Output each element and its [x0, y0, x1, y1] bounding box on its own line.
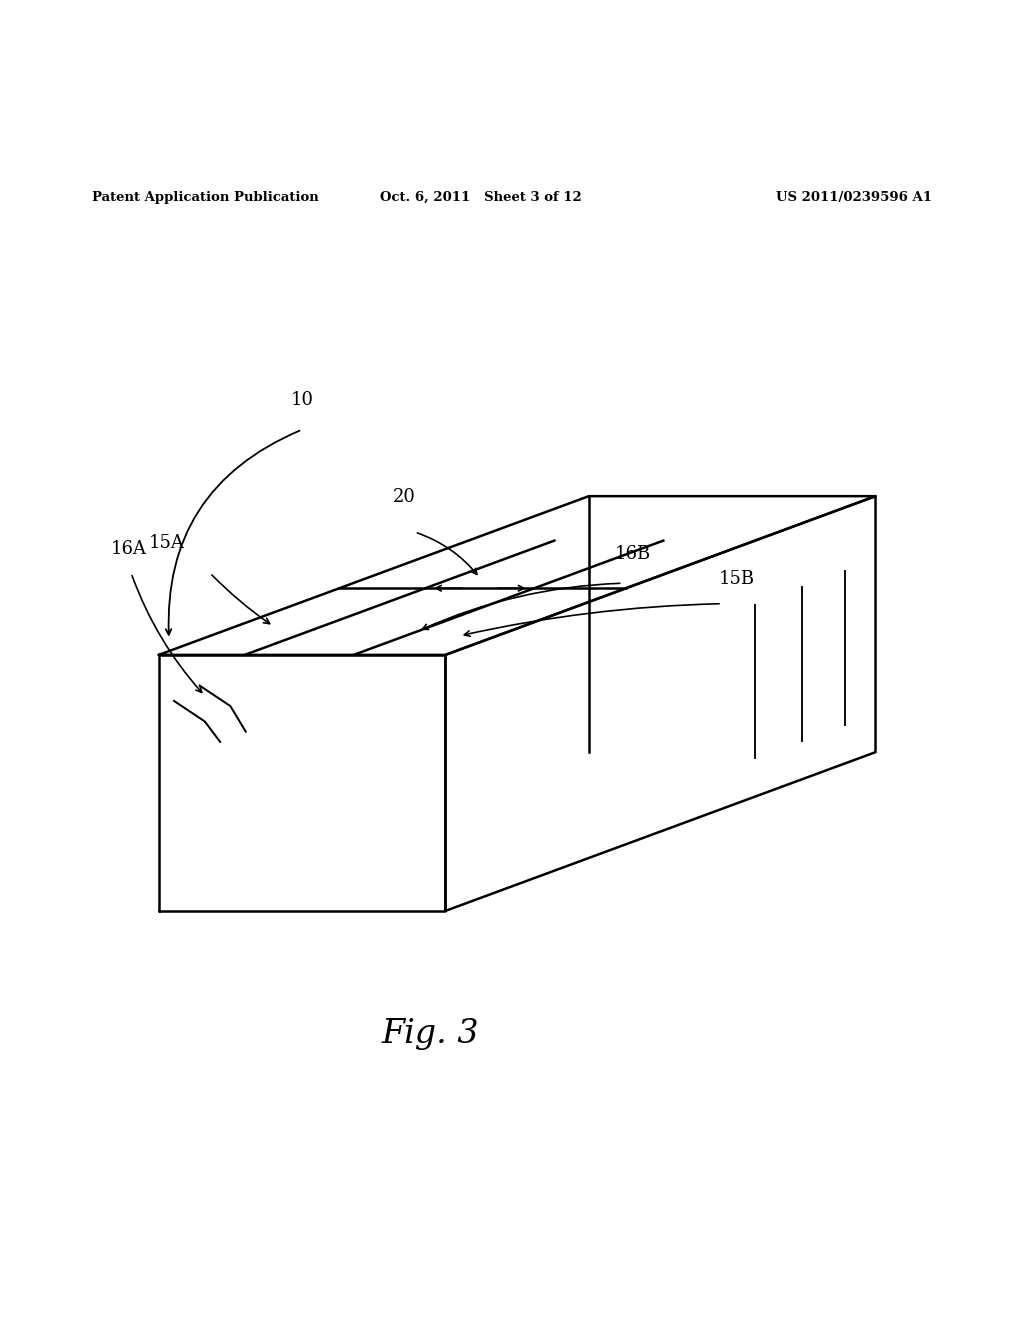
Text: Fig. 3: Fig. 3: [381, 1018, 479, 1049]
Text: 16B: 16B: [614, 545, 651, 562]
Text: 15B: 15B: [719, 570, 756, 589]
Text: 10: 10: [291, 391, 313, 409]
Text: Oct. 6, 2011   Sheet 3 of 12: Oct. 6, 2011 Sheet 3 of 12: [380, 190, 583, 203]
Text: 15A: 15A: [148, 535, 184, 553]
Text: Patent Application Publication: Patent Application Publication: [92, 190, 318, 203]
Text: US 2011/0239596 A1: US 2011/0239596 A1: [776, 190, 932, 203]
Text: 16A: 16A: [111, 540, 146, 557]
Text: 20: 20: [393, 488, 416, 507]
